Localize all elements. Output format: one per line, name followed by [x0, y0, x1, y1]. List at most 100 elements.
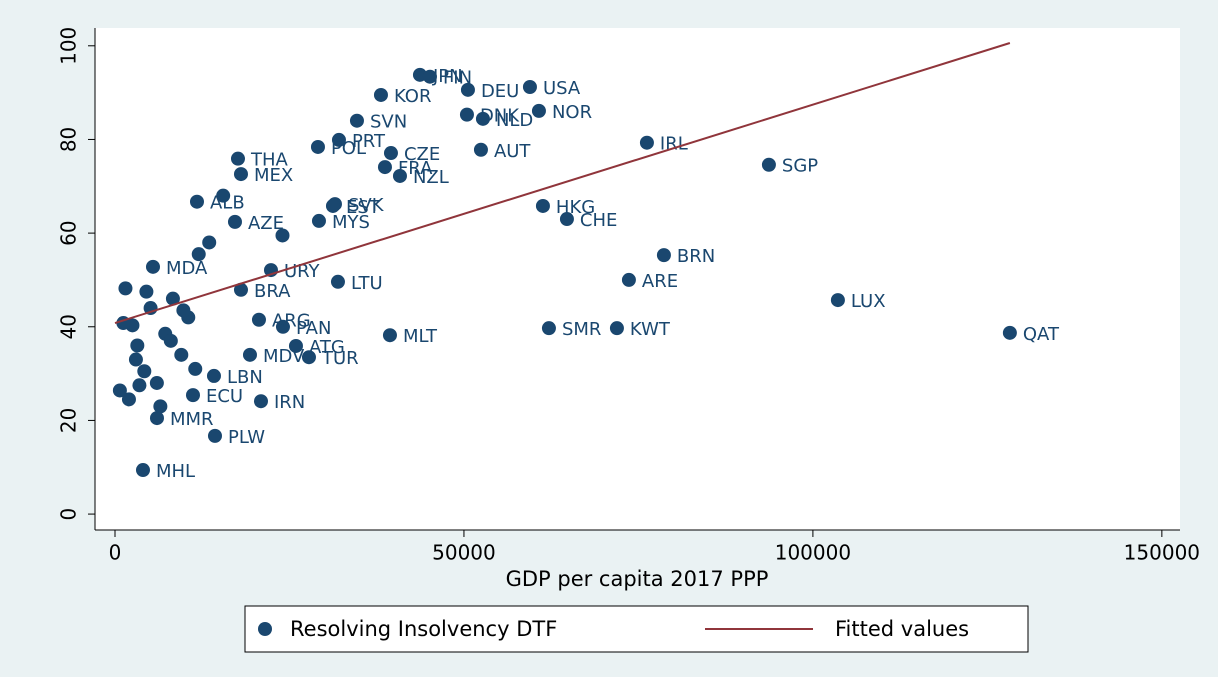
point	[121, 392, 136, 407]
point-label: ARG	[272, 311, 311, 332]
point-label: NLD	[496, 110, 533, 131]
point-label: DEU	[481, 81, 519, 102]
point	[149, 411, 164, 426]
point	[382, 328, 397, 343]
point	[139, 284, 154, 299]
legend	[244, 605, 1029, 653]
plot-area	[95, 28, 1180, 530]
point	[522, 80, 537, 95]
point	[112, 383, 127, 398]
point	[275, 228, 290, 243]
point	[202, 235, 217, 250]
point	[176, 303, 191, 318]
point	[153, 399, 168, 414]
point-label: EST	[346, 197, 381, 218]
point-label: NOR	[552, 102, 592, 123]
point-label: MYS	[332, 212, 370, 233]
point	[242, 347, 257, 362]
point	[233, 167, 248, 182]
point	[460, 82, 475, 97]
legend-marker	[258, 622, 272, 636]
point	[191, 247, 206, 262]
point	[377, 160, 392, 175]
point-label: SVK	[348, 195, 385, 216]
point	[392, 168, 407, 183]
point-label: BRA	[254, 281, 291, 302]
x-tick-label: 0	[109, 541, 122, 565]
point	[185, 388, 200, 403]
y-tick-label: 0	[57, 508, 81, 521]
point	[310, 139, 325, 154]
point-label: FIN	[443, 68, 472, 89]
point	[206, 368, 221, 383]
x-tick-label: 100000	[775, 541, 851, 565]
point-label: JPN	[432, 66, 463, 87]
point	[130, 338, 145, 353]
point	[233, 282, 248, 297]
point-label: SGP	[782, 156, 818, 177]
point-label: BRN	[677, 246, 715, 267]
point-label: MDA	[166, 258, 208, 279]
point-label: QAT	[1023, 324, 1060, 345]
point	[128, 352, 143, 367]
y-tick-label: 80	[57, 127, 81, 152]
point	[216, 188, 231, 203]
point-label: MHL	[156, 461, 195, 482]
point-label: MEX	[254, 165, 293, 186]
point-label: MMR	[170, 409, 214, 430]
point	[535, 198, 550, 213]
point	[656, 248, 671, 263]
legend-label: Resolving Insolvency DTF	[290, 617, 557, 641]
point	[189, 194, 204, 209]
point	[830, 293, 845, 308]
point	[639, 135, 654, 150]
point	[132, 378, 147, 393]
point	[531, 103, 546, 118]
point-label: ARE	[642, 271, 678, 292]
point	[473, 142, 488, 157]
point-label: PRT	[352, 131, 386, 152]
y-tick-label: 60	[57, 220, 81, 245]
y-tick-label: 100	[57, 27, 81, 65]
point-label: LUX	[851, 291, 886, 312]
point	[118, 281, 133, 296]
point-label: PLW	[228, 427, 265, 448]
point	[227, 214, 242, 229]
point-label: LTU	[351, 273, 383, 294]
point-label: LBN	[227, 367, 263, 388]
point-label: MLT	[403, 326, 438, 347]
point-label: AUT	[494, 141, 531, 162]
point-label: PAN	[296, 318, 331, 339]
point-label: SMR	[562, 319, 601, 340]
point-label: CHE	[580, 210, 617, 231]
point-label: THA	[250, 150, 289, 171]
point-label: SVN	[370, 112, 407, 133]
point	[422, 69, 437, 84]
point-label: NZL	[413, 167, 449, 188]
point	[311, 213, 326, 228]
y-tick-label: 40	[57, 314, 81, 339]
point-label: KWT	[630, 319, 671, 340]
point	[609, 321, 624, 336]
point	[1002, 325, 1017, 340]
point-label: ATG	[309, 337, 345, 358]
point	[137, 364, 152, 379]
point	[207, 428, 222, 443]
point	[145, 259, 160, 274]
x-axis-title: GDP per capita 2017 PPP	[506, 567, 769, 591]
point	[330, 274, 345, 289]
point	[301, 350, 316, 365]
point	[288, 338, 303, 353]
point-label: DNK	[480, 106, 520, 127]
point-label: IRN	[274, 392, 305, 413]
point-label: USA	[543, 78, 581, 99]
point	[230, 151, 245, 166]
point	[475, 111, 490, 126]
point-label: FRA	[398, 158, 433, 179]
point	[559, 212, 574, 227]
y-tick-label: 20	[57, 408, 81, 433]
x-tick-label: 50000	[432, 541, 496, 565]
point-label: TUR	[321, 348, 359, 369]
point-label: CZE	[404, 144, 440, 165]
